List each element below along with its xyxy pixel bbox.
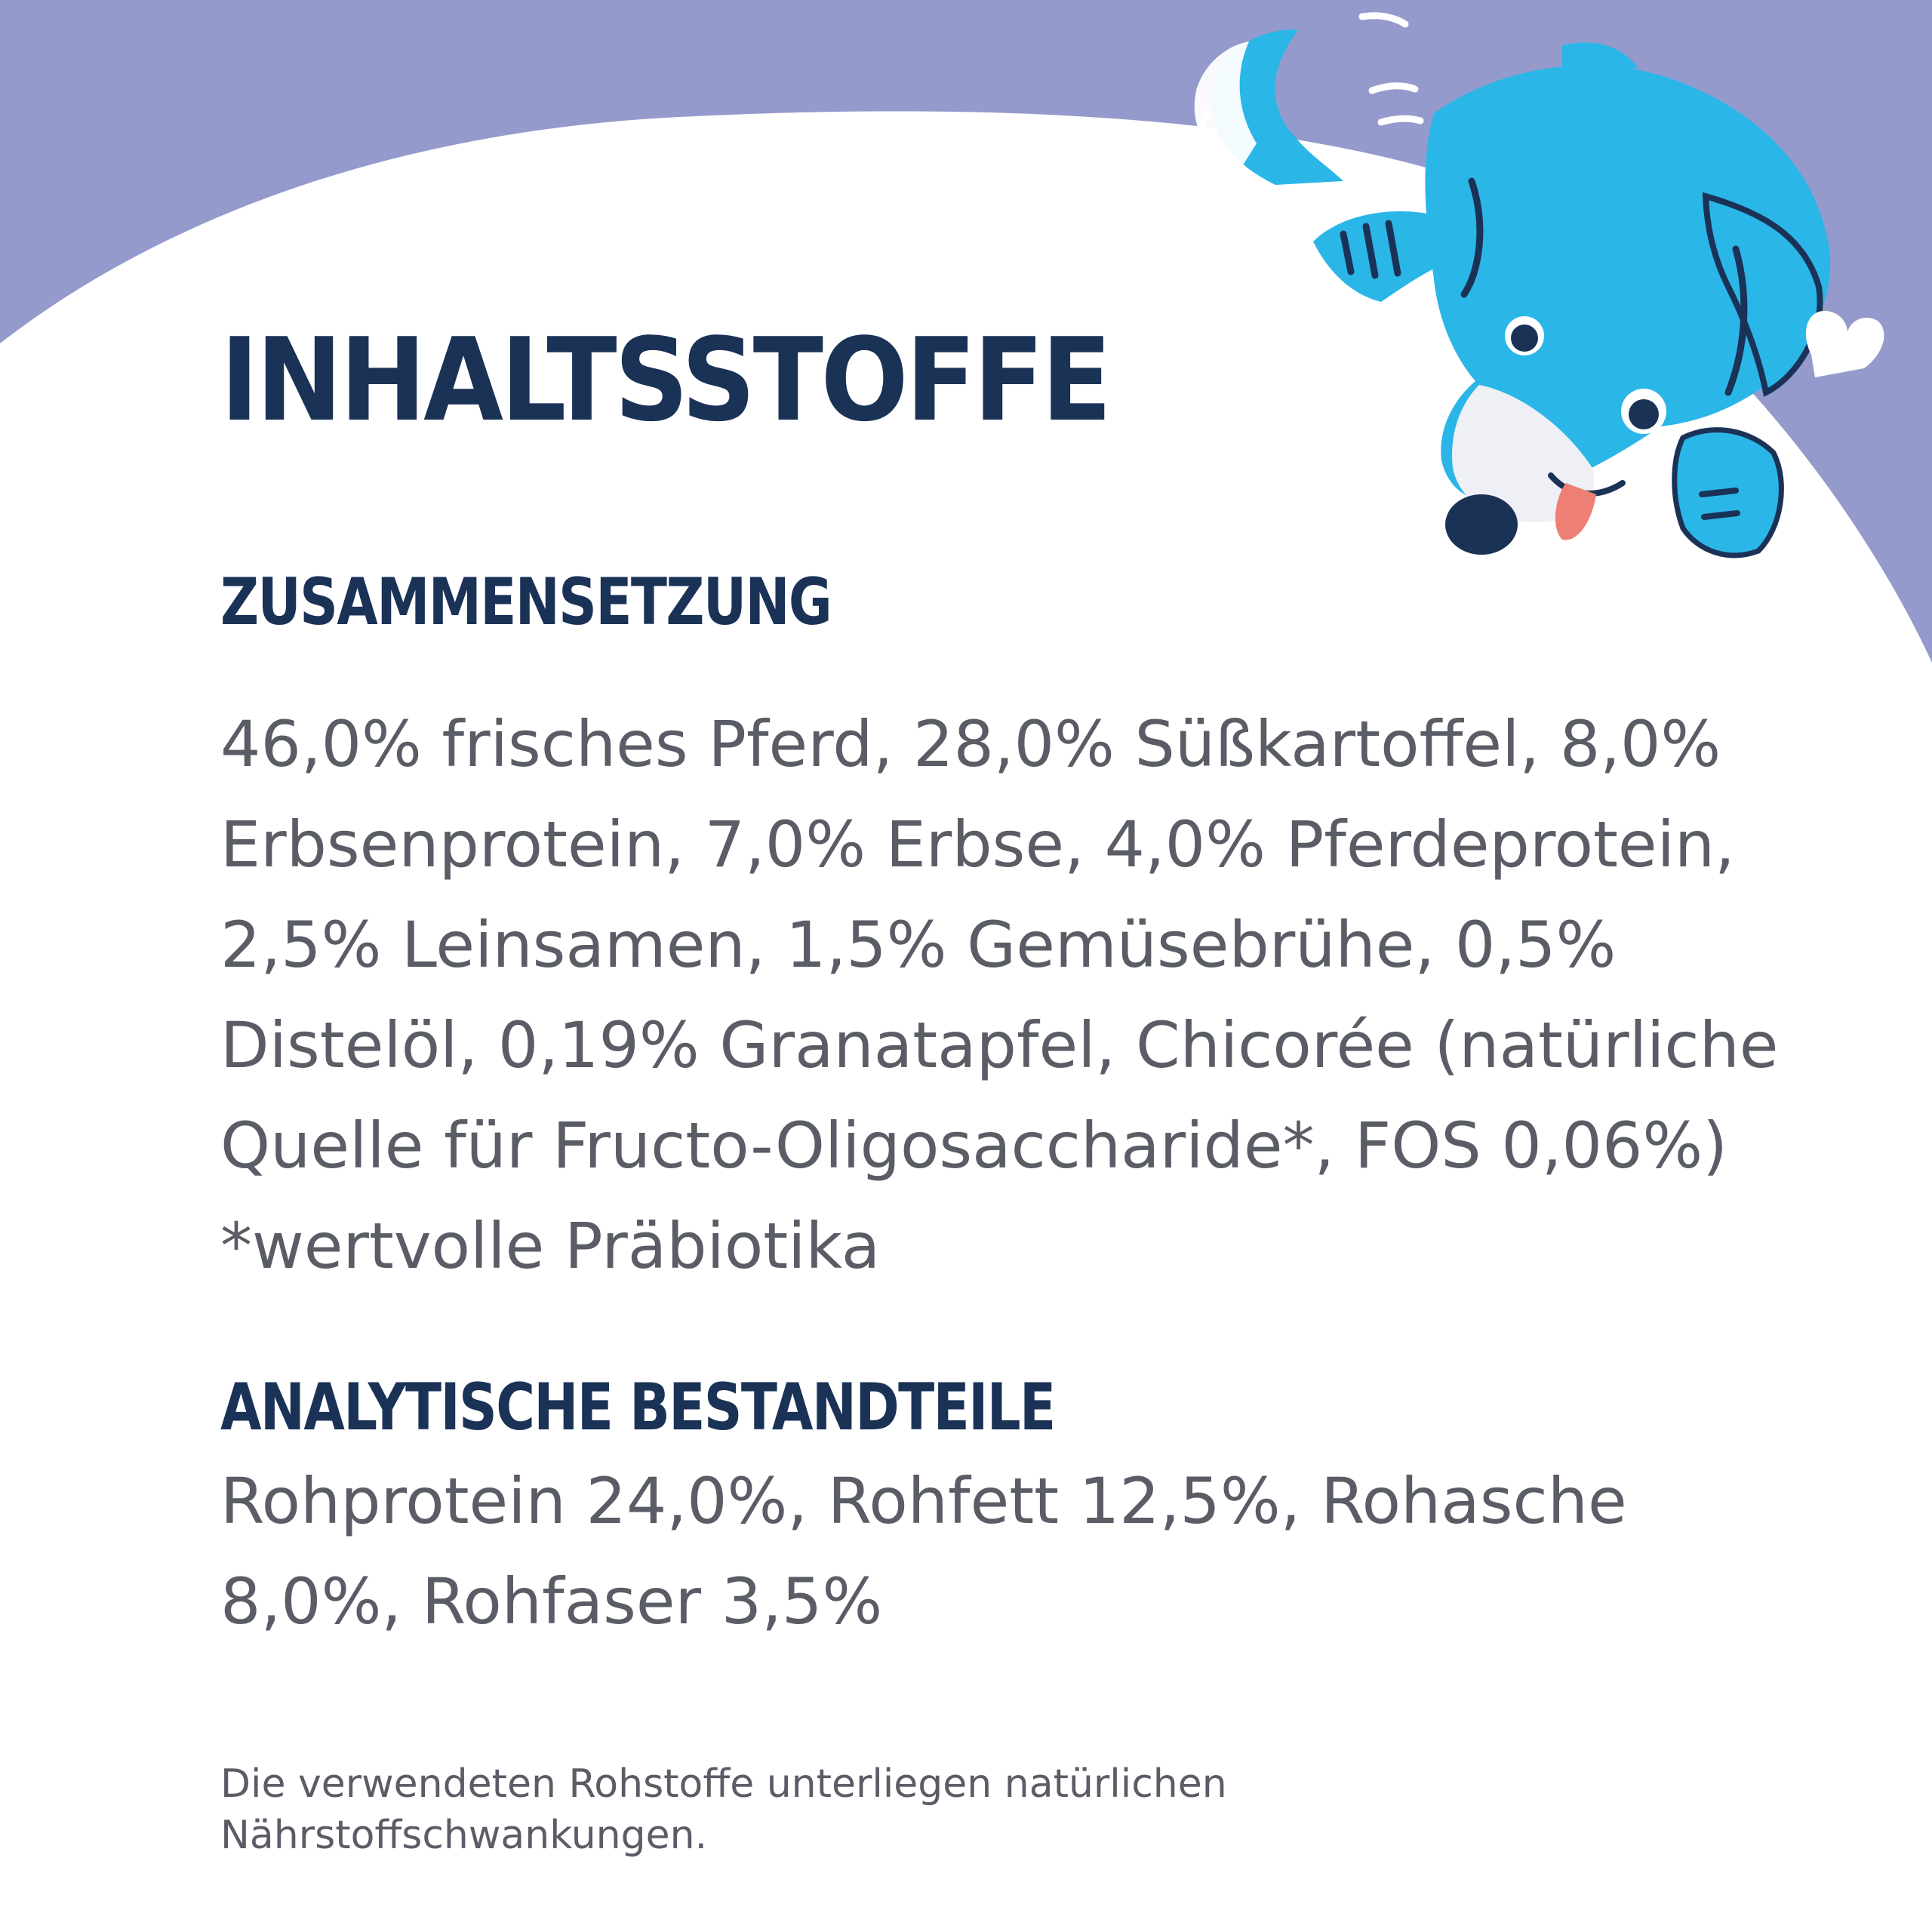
analytics-line: Rohprotein 24,0%, Rohfett 12,5%, Rohasch…	[220, 1464, 1627, 1538]
section-heading-analytics: ANALYTISCHE BESTANDTEILE	[220, 1370, 1056, 1445]
composition-line: Distelöl, 0,19% Granatapfel, Chicorée (n…	[220, 1008, 1779, 1082]
footnote-line: Die verwendeten Rohstoffe unterliegen na…	[220, 1761, 1227, 1807]
section-heading-composition: ZUSAMMENSETZUNG	[220, 565, 832, 640]
footnote: Die verwendeten Rohstoffe unterliegen na…	[220, 1758, 1730, 1861]
composition-line: Erbsenprotein, 7,0% Erbse, 4,0% Pferdepr…	[220, 808, 1735, 881]
page-title: INHALTSSTOFFE	[220, 313, 1112, 447]
composition-text: 46,0% frisches Pferd, 28,0% Süßkartoffel…	[220, 694, 1881, 1297]
composition-line: *wertvolle Präbiotika	[220, 1209, 881, 1283]
composition-line: 46,0% frisches Pferd, 28,0% Süßkartoffel…	[220, 707, 1721, 781]
footnote-line: Nährstoffschwankungen.	[220, 1813, 708, 1858]
dog-mascot-icon	[1194, 12, 1884, 558]
analytics-line: 8,0%, Rohfaser 3,5%	[220, 1564, 883, 1638]
composition-line: Quelle für Fructo-Oligosaccharide*, FOS …	[220, 1109, 1728, 1183]
composition-line: 2,5% Leinsamen, 1,5% Gemüsebrühe, 0,5%	[220, 908, 1617, 982]
analytics-text: Rohprotein 24,0%, Rohfett 12,5%, Rohasch…	[220, 1451, 1881, 1652]
